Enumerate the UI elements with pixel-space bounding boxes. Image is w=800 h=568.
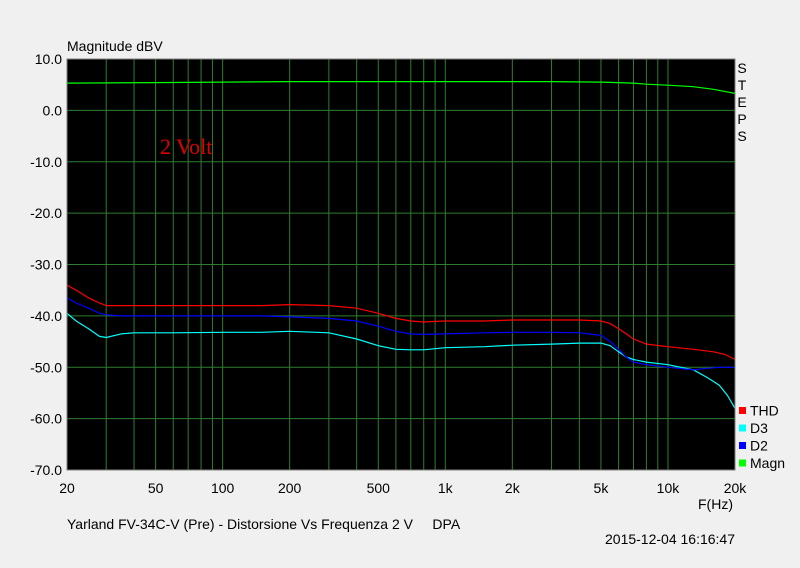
footer-timestamp: 2015-12-04 16:16:47 [605,531,735,547]
y-axis-label: Magnitude dBV [67,38,163,54]
x-tick-label: 200 [278,480,302,496]
plot-frame [66,58,736,471]
series-group [66,80,736,409]
y-tick-label: -50.0 [30,359,62,375]
x-tick-label: 20 [59,480,75,496]
steps-letter: E [737,94,746,110]
legend-swatch-d3 [739,424,746,432]
series-line-magn [66,80,736,94]
y-axis: 10.0 0.0 -10.0 -20.0 -30.0 -40.0 -50.0 -60.0 -70… [30,51,62,478]
series-line-thd [66,284,736,361]
steps-letter: S [737,60,746,76]
legend-swatch-magn [739,459,746,467]
x-tick-label: 2k [505,480,521,496]
steps-letter: P [737,111,746,127]
steps-letter: S [737,128,746,144]
x-tick-label: 50 [148,480,164,496]
y-tick-label: 0.0 [43,102,63,118]
footer-title: Yarland FV-34C-V (Pre) - Distorsione Vs … [67,516,461,532]
x-tick-label: 1k [438,480,454,496]
x-tick-label: 500 [367,480,391,496]
y-tick-label: -70.0 [30,462,62,478]
y-tick-label: 10.0 [35,51,62,67]
y-tick-label: -60.0 [30,411,62,427]
series-line-d3 [66,312,736,409]
legend-swatch-d2 [739,442,746,449]
y-tick-label: -10.0 [30,154,62,170]
annotation-label: 2 Volt [160,134,212,159]
legend-label-d2: D2 [750,438,768,454]
steps-letter: T [738,77,747,93]
x-tick-label: 10k [657,480,681,496]
y-tick-label: -30.0 [30,257,62,273]
y-tick-label: -40.0 [30,308,62,324]
x-axis: 20 50 100 200 500 1k 2k 5k 10k 20k [59,480,747,496]
x-tick-label: 20k [724,480,748,496]
legend-label-thd: THD [750,403,779,419]
x-tick-label: 5k [594,480,610,496]
legend-label-magn: Magn [750,455,785,471]
grid [67,59,735,470]
x-tick-label: 100 [211,480,235,496]
y-tick-label: -20.0 [30,205,62,221]
x-axis-label: F(Hz) [698,496,733,512]
legend-label-d3: D3 [750,420,768,436]
series-line-d2 [66,297,735,371]
legend-swatch-thd [739,407,746,414]
